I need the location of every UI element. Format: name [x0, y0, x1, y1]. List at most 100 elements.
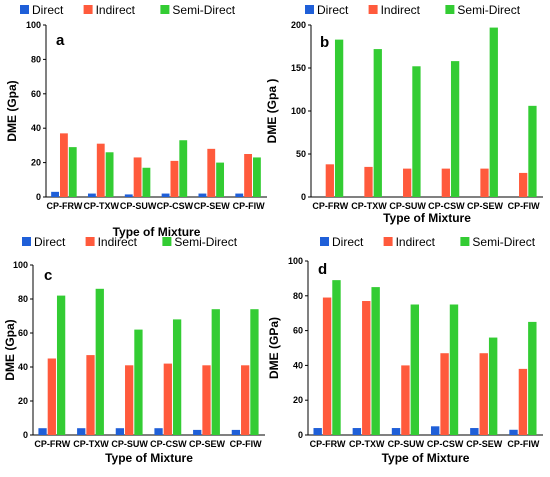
x-tick-label: CP-SEW: [466, 439, 503, 449]
bar-direct-cp-frw: [38, 428, 47, 435]
legend-label: Direct: [317, 3, 349, 17]
bar-semi-direct-cp-txw: [373, 49, 382, 197]
x-tick-label: CP-TXW: [351, 201, 387, 211]
x-tick-label: CP-SUW: [120, 201, 157, 211]
legend-swatch: [445, 5, 455, 14]
y-tick-label: 50: [296, 149, 306, 159]
panel-label: b: [320, 34, 329, 51]
y-tick-label: 80: [293, 291, 303, 301]
legend-swatch: [368, 5, 378, 14]
legend-swatch: [20, 5, 29, 14]
bar-direct-cp-sew: [470, 428, 479, 435]
bar-indirect-cp-fiw: [241, 365, 250, 435]
y-tick-label: 40: [293, 360, 303, 370]
x-axis-title: Type of Mixture: [383, 211, 471, 225]
bar-semi-direct-cp-sew: [488, 337, 498, 435]
y-tick-label: 60: [18, 328, 28, 338]
bar-semi-direct-cp-csw: [179, 140, 188, 197]
bar-semi-direct-cp-sew: [489, 27, 498, 197]
legend-entry: Semi-Direct: [162, 235, 238, 249]
legend-entry: Indirect: [383, 235, 436, 249]
bar-indirect-cp-csw: [441, 168, 450, 197]
legend-entry: Semi-Direct: [460, 235, 536, 249]
legend-entry: Direct: [320, 235, 364, 249]
x-tick-label: CP-SUW: [389, 201, 426, 211]
y-tick-label: 100: [291, 106, 306, 116]
bar-indirect-cp-suw: [401, 365, 410, 435]
x-tick-label: CP-TXW: [84, 201, 120, 211]
x-tick-label: CP-CSW: [150, 439, 187, 449]
bar-indirect-cp-txw: [96, 143, 105, 197]
y-tick-label: 0: [36, 192, 41, 202]
legend-label: Direct: [32, 3, 64, 17]
bar-indirect-cp-fiw: [244, 154, 253, 197]
bar-direct-cp-csw: [154, 428, 163, 435]
legend-label: Indirect: [381, 3, 421, 17]
legend-entry: Direct: [305, 3, 349, 17]
x-axis-title: Type of Mixture: [105, 451, 193, 465]
bar-semi-direct-cp-suw: [410, 304, 420, 435]
bar-direct-cp-suw: [124, 194, 133, 197]
x-tick-label: CP-FRW: [310, 439, 346, 449]
panel-label: c: [44, 267, 52, 284]
bar-semi-direct-cp-frw: [56, 295, 66, 435]
panel-label: a: [56, 32, 65, 49]
legend-label: Indirect: [396, 235, 436, 249]
legend-entry: Direct: [20, 3, 64, 17]
bar-semi-direct-cp-suw: [412, 66, 421, 197]
legend: Direct Indirect Semi-Direct: [320, 235, 536, 249]
x-tick-label: CP-FRW: [312, 201, 348, 211]
bar-semi-direct-cp-txw: [371, 287, 380, 435]
x-tick-label: CP-FRW: [34, 439, 70, 449]
x-tick-label: CP-CSW: [157, 201, 194, 211]
y-tick-label: 20: [18, 396, 28, 406]
legend-label: Semi-Direct: [457, 3, 520, 17]
bar-indirect-cp-suw: [403, 168, 412, 197]
bar-indirect-cp-sew: [202, 365, 211, 435]
bar-semi-direct-cp-txw: [105, 152, 114, 197]
y-tick-label: 80: [18, 294, 28, 304]
bar-indirect-cp-frw: [325, 164, 334, 197]
x-tick-label: CP-CSW: [427, 439, 464, 449]
bar-direct-cp-frw: [313, 428, 322, 435]
x-tick-label: CP-SEW: [194, 201, 231, 211]
bar-direct-cp-frw: [51, 191, 59, 197]
x-axis-title: Type of Mixture: [382, 451, 470, 465]
x-tick-label: CP-FIW: [508, 201, 540, 211]
bar-semi-direct-cp-fiw: [528, 105, 537, 197]
y-tick-label: 100: [13, 260, 28, 270]
x-tick-label: CP-FIW: [507, 439, 539, 449]
x-tick-label: CP-SEW: [467, 201, 504, 211]
bar-indirect-cp-suw: [133, 157, 142, 197]
chart-panel-d: Direct Indirect Semi-Direct 0 20 40 60 80 100 DME…: [267, 235, 543, 465]
bar-direct-cp-csw: [161, 193, 170, 197]
legend-swatch: [85, 237, 95, 246]
y-tick-label: 0: [301, 192, 306, 202]
bar-semi-direct-cp-csw: [172, 319, 182, 435]
legend-label: Semi-Direct: [172, 3, 235, 17]
y-tick-label: 20: [293, 395, 303, 405]
bar-semi-direct-cp-frw: [332, 280, 341, 435]
y-tick-label: 100: [288, 256, 303, 266]
y-tick-label: 60: [31, 89, 41, 99]
bar-semi-direct-cp-fiw: [253, 157, 261, 197]
bar-indirect-cp-txw: [362, 301, 371, 435]
bar-semi-direct-cp-suw: [134, 329, 143, 435]
x-tick-label: CP-CSW: [428, 201, 465, 211]
x-tick-label: CP-SUW: [111, 439, 148, 449]
x-tick-label: CP-TXW: [73, 439, 109, 449]
bar-indirect-cp-fiw: [518, 368, 528, 435]
legend: Direct Indirect Semi-Direct: [305, 3, 521, 17]
bar-semi-direct-cp-fiw: [250, 309, 259, 435]
y-tick-label: 100: [26, 20, 41, 30]
bar-indirect-cp-csw: [163, 363, 172, 435]
x-tick-label: CP-FIW: [230, 439, 262, 449]
bar-indirect-cp-suw: [125, 365, 134, 435]
bar-direct-cp-txw: [352, 428, 362, 435]
bar-semi-direct-cp-sew: [211, 309, 220, 435]
x-tick-label: CP-FIW: [233, 201, 265, 211]
legend-swatch: [383, 237, 393, 246]
legend-label: Direct: [34, 235, 66, 249]
bar-direct-cp-suw: [115, 428, 125, 435]
